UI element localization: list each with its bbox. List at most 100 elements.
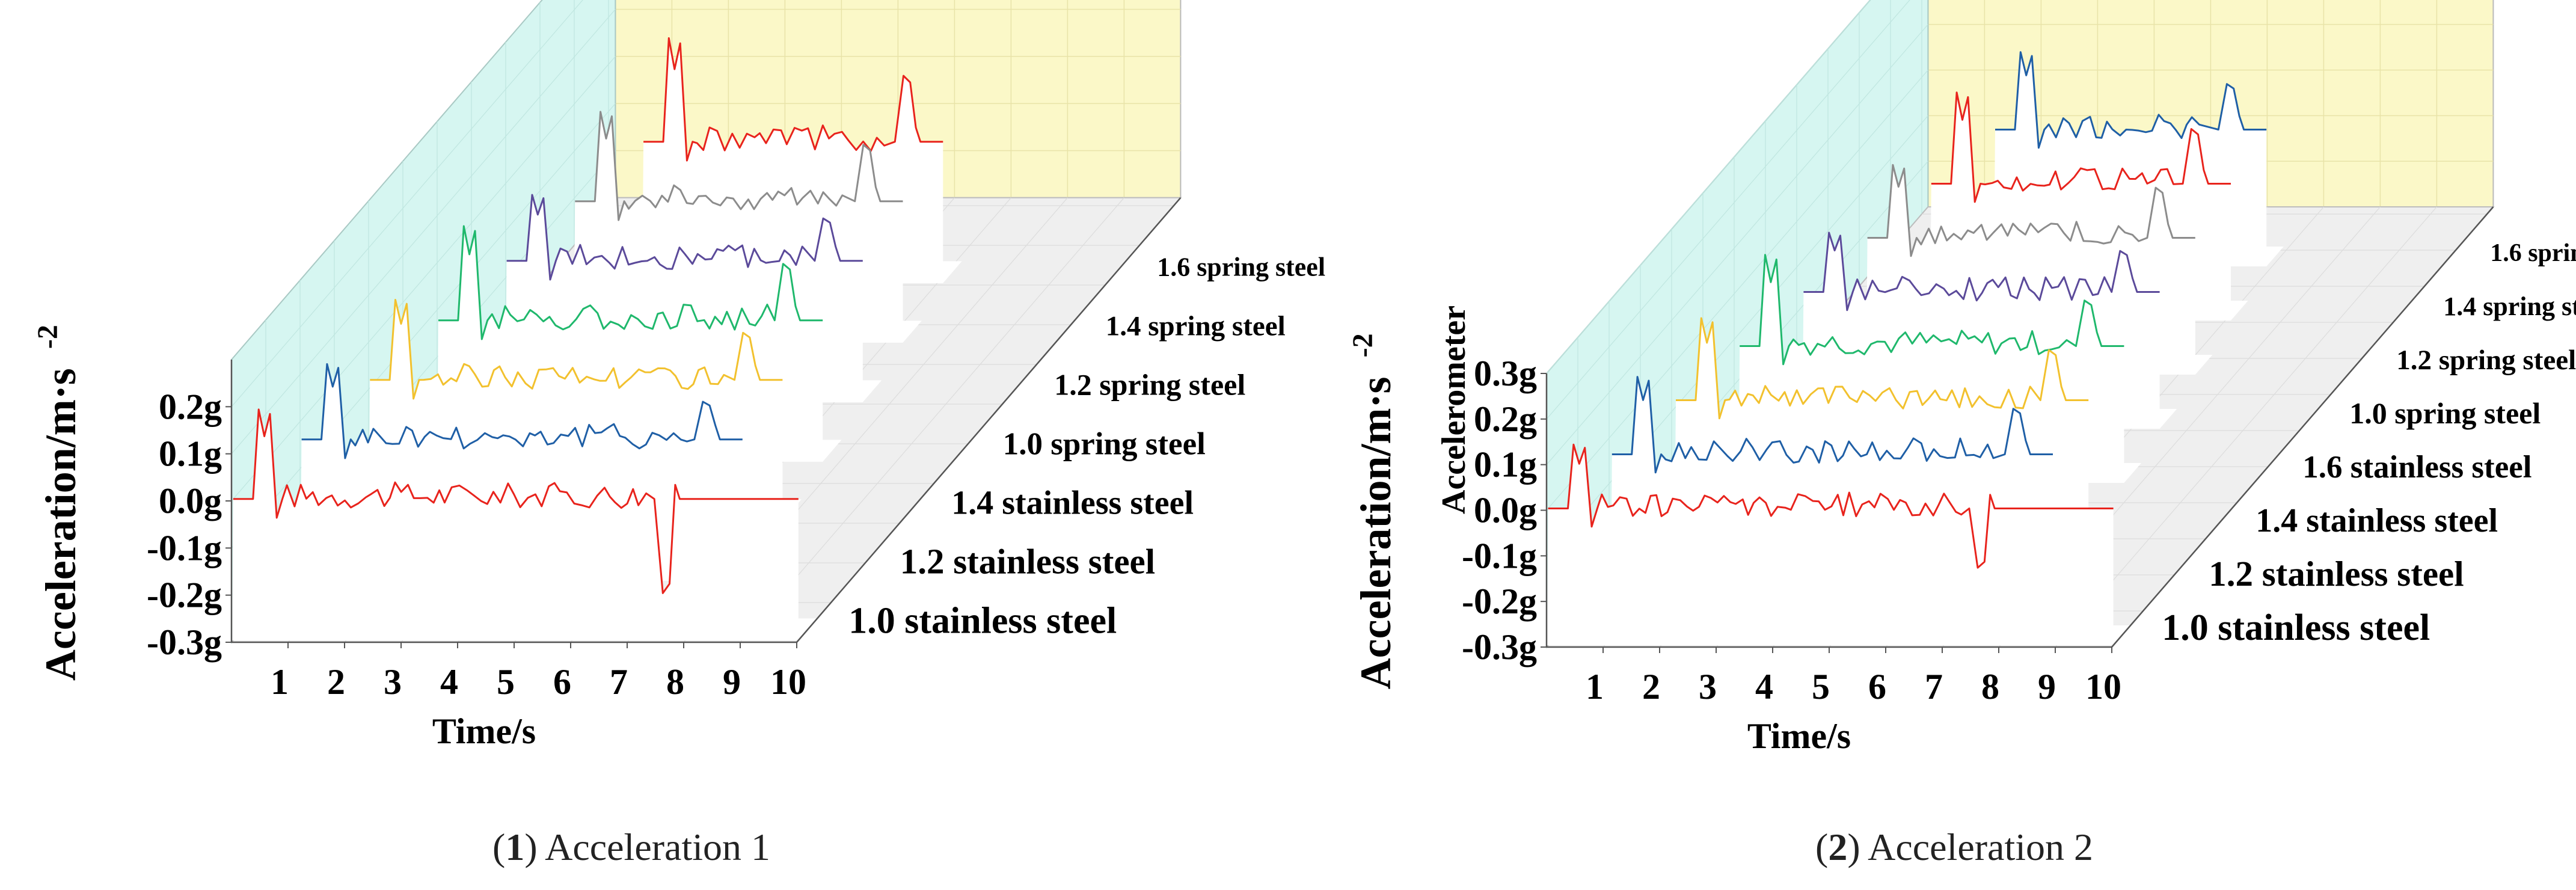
series-line-1-4-stainless-steel (1676, 317, 2089, 420)
x-tick-label: 3 (1699, 667, 1717, 707)
side-wall-gridline (231, 0, 583, 407)
chart-acceleration-1: 1 2 3 4 5 6 7 8 9 10Time/s0.2g0.1g0.0g-0.1g-0.2g-… (32, 0, 1473, 868)
x-tick-label: 10 (2085, 667, 2121, 707)
y-axis-title: Acceleration/m·s (37, 368, 85, 681)
x-tick-label: 2 (327, 662, 345, 702)
x-axis-title: Time/s (432, 711, 536, 751)
series-line-1-4-stainless-steel (370, 299, 783, 400)
caption-open-paren: ( (492, 826, 505, 868)
series-line-1-0-spring-steel (1803, 232, 2160, 312)
x-tick-label: 8 (666, 662, 684, 702)
floor-gridline (740, 197, 1124, 643)
series-label: 1.6 stainless steel (2302, 450, 2532, 485)
y-axis-title: Acceleration/m·s (1352, 377, 1400, 690)
ribbon-backdrop (232, 409, 799, 640)
series-line-1-0-stainless-steel (233, 408, 799, 594)
series-line-1-4-spring-steel (575, 111, 903, 221)
x-tick-label: 2 (1642, 667, 1660, 707)
x-tick-label: 1 (1586, 667, 1604, 707)
series-label: 1.4 spring steel (1106, 310, 1286, 342)
side-wall-gridline (1546, 0, 1910, 420)
z-axis-title: Accelerometer (1435, 305, 1473, 514)
series-line-1-6-spring-steel (1995, 51, 2267, 149)
y-tick-label: 0.0g (1474, 491, 1537, 530)
series-label: 1.2 spring steel (1054, 367, 1245, 401)
z-axis-line (796, 197, 1182, 643)
series-label: 1.6 spring steel (1157, 252, 1325, 281)
side-wall-gridline (231, 103, 616, 548)
series-line-1-2-stainless-steel (301, 363, 743, 459)
series-line-1-2-spring-steel (506, 194, 863, 281)
y-tick-label: 0.1g (159, 434, 222, 474)
x-tick-label: 9 (2038, 667, 2056, 707)
series-line-1-0-spring-steel (438, 225, 823, 340)
figure-caption: (2) Acceleration 2 (1815, 826, 2093, 868)
y-tick-label: -0.1g (1462, 536, 1537, 575)
y-tick-label: -0.3g (147, 622, 222, 662)
x-tick-label: 4 (440, 662, 458, 702)
y-tick-label: -0.2g (147, 575, 222, 615)
ribbon-slab (232, 618, 818, 640)
side-wall-gridline (1546, 0, 1871, 374)
caption-number: 1 (505, 826, 524, 868)
caption-close-paren: ) (1847, 826, 1868, 868)
x-tick-label: 5 (497, 662, 515, 702)
ribbon-backdrop (1547, 444, 2114, 645)
x-tick-label: 1 (271, 662, 289, 702)
y-axis-title-group: Acceleration/m·s -2 (32, 325, 85, 681)
y-tick-label: 0.0g (159, 481, 222, 521)
z-axis-title-group: Accelerometer (1435, 305, 1473, 514)
z-axis-line (2111, 206, 2494, 648)
x-tick-label: 7 (610, 662, 628, 702)
series-label: 1.4 stainless steel (2256, 502, 2498, 539)
x-tick-label: 8 (1981, 667, 1999, 707)
series-label: 1.4 spring steel (2443, 292, 2576, 321)
x-tick-label: 5 (1812, 667, 1830, 707)
side-wall-gridline (231, 56, 616, 502)
x-tick-label: 9 (723, 662, 741, 702)
x-tick-label: 3 (384, 662, 402, 702)
series-line-1-2-stainless-steel (1612, 376, 2053, 474)
caption-close-paren: ) (524, 826, 545, 868)
side-wall-gridline (1546, 24, 1928, 465)
series-line-1-6-stainless-steel (1740, 254, 2124, 366)
series-line-1-6-spring-steel (643, 37, 943, 162)
y-tick-label: 0.3g (1474, 354, 1537, 393)
x-tick-label: 6 (1868, 667, 1886, 707)
chart-acceleration-2: 1 2 3 4 5 6 7 8 9 10Time/s0.3g0.2g0.1g0.0g-0.1g-0… (1347, 0, 2576, 868)
y-tick-label: 0.1g (1474, 445, 1537, 485)
y-axis-title-superscript: -2 (1347, 333, 1379, 357)
x-tick-label: 7 (1925, 667, 1943, 707)
series-line-1-0-stainless-steel (1548, 443, 2114, 569)
series-label: 1.4 stainless steel (951, 484, 1194, 521)
series-label: 1.0 spring steel (2349, 396, 2541, 430)
x-tick-label: 10 (770, 662, 806, 702)
x-tick-label: 6 (553, 662, 571, 702)
x-axis-title: Time/s (1747, 716, 1851, 756)
series-label: 1.0 spring steel (1003, 426, 1206, 461)
y-axis-title-group: Acceleration/m·s -2 (1347, 333, 1400, 689)
series-label: 1.2 stainless steel (900, 541, 1155, 581)
y-tick-label: 0.2g (159, 387, 222, 426)
x-tick-label: 4 (1755, 667, 1773, 707)
ribbon-slab (1547, 625, 2131, 645)
y-tick-label: -0.3g (1462, 627, 1537, 667)
y-tick-label: 0.2g (1474, 399, 1537, 439)
side-wall-gridline (231, 9, 616, 455)
series-label: 1.2 stainless steel (2209, 554, 2464, 594)
side-wall-gridline (1546, 115, 1928, 556)
y-tick-label: -0.1g (147, 528, 222, 568)
series-line-1-4-spring-steel (1931, 91, 2231, 203)
y-axis-title-superscript: -2 (32, 325, 64, 349)
caption-number: 2 (1828, 826, 1847, 868)
floor-gridline (2055, 206, 2437, 648)
figure-caption: (1) Acceleration 1 (492, 826, 770, 868)
side-wall-gridline (1546, 70, 1928, 511)
series-label: 1.6 spring steel (2490, 239, 2576, 267)
series-label: 1.0 stainless steel (2162, 607, 2430, 648)
series-line-1-2-spring-steel (1867, 164, 2195, 257)
caption-open-paren: ( (1815, 826, 1828, 868)
caption-text: Acceleration 1 (545, 826, 770, 868)
y-tick-label: -0.2g (1462, 582, 1537, 621)
